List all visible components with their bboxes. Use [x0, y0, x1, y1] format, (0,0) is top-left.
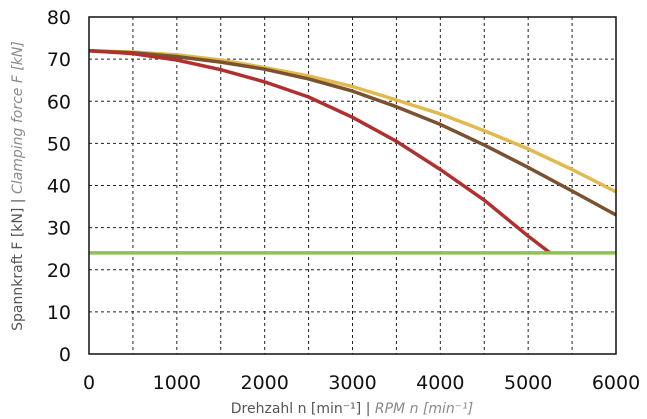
y-axis-title: Spannkraft F [kN] | Clamping force F [kN…: [10, 41, 26, 331]
series-layer: [88, 48, 617, 255]
y-tick-label: 60: [47, 91, 71, 113]
tick-labels: 0 1000 2000 3000 4000 5000 6000 0 10 20 30 40 50 60 70…: [47, 7, 640, 394]
y-tick-label: 70: [47, 49, 71, 71]
y-tick-label: 80: [47, 7, 71, 29]
y-axis-title-main: Spannkraft F [kN] |: [10, 194, 26, 331]
x-tick-label: 1000: [153, 372, 201, 394]
x-tick-label: 0: [83, 372, 95, 394]
y-tick-label: 50: [47, 133, 71, 155]
y-tick-label: 0: [59, 344, 71, 366]
x-tick-label: 5000: [504, 372, 552, 394]
x-tick-label: 4000: [416, 372, 464, 394]
y-tick-label: 30: [47, 218, 71, 240]
y-tick-label: 40: [47, 176, 71, 198]
x-tick-label: 3000: [328, 372, 376, 394]
y-tick-label: 10: [47, 302, 71, 324]
x-axis-title-main: Drehzahl n [min⁻¹] |: [231, 401, 375, 417]
y-axis-title-alt: Clamping force F [kN]: [10, 41, 26, 194]
x-axis-title: Drehzahl n [min⁻¹] | RPM n [min⁻¹]: [231, 401, 473, 417]
series-line-2: [88, 48, 617, 217]
series-line-3: [88, 48, 552, 255]
x-axis-title-alt: RPM n [min⁻¹]: [375, 401, 473, 417]
x-tick-label: 6000: [592, 372, 640, 394]
y-tick-label: 20: [47, 260, 71, 282]
plot-frame: [88, 16, 617, 355]
grid-layer: [89, 17, 616, 354]
x-tick-label: 2000: [240, 372, 288, 394]
